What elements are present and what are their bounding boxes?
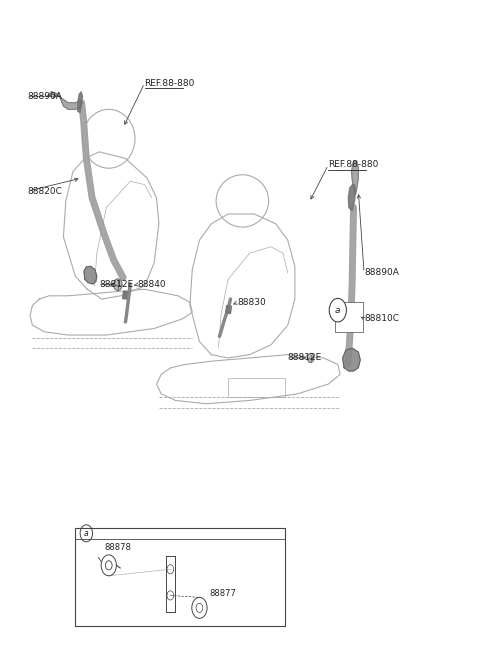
Circle shape	[307, 353, 314, 363]
Polygon shape	[226, 306, 231, 313]
Polygon shape	[352, 160, 359, 194]
Text: 88890A: 88890A	[364, 269, 399, 277]
Text: 88812E: 88812E	[288, 353, 322, 363]
Polygon shape	[343, 348, 360, 371]
Text: REF.88-880: REF.88-880	[144, 79, 195, 87]
Polygon shape	[348, 185, 356, 211]
Text: 88890A: 88890A	[28, 92, 62, 101]
Text: 88810C: 88810C	[364, 314, 399, 323]
Polygon shape	[84, 266, 97, 284]
Polygon shape	[122, 291, 127, 299]
Circle shape	[114, 279, 122, 290]
Text: 88812E: 88812E	[99, 280, 133, 289]
Polygon shape	[47, 92, 83, 109]
FancyBboxPatch shape	[75, 528, 285, 626]
Text: a: a	[84, 529, 89, 538]
FancyBboxPatch shape	[336, 302, 363, 332]
Text: 88840: 88840	[137, 280, 166, 289]
Text: 88877: 88877	[209, 589, 236, 598]
Text: 88830: 88830	[238, 298, 266, 307]
Polygon shape	[78, 92, 83, 112]
Circle shape	[329, 298, 347, 322]
Text: 88878: 88878	[104, 543, 131, 552]
Text: 88820C: 88820C	[28, 187, 62, 196]
Text: a: a	[335, 306, 341, 315]
Text: REF.88-880: REF.88-880	[328, 160, 379, 170]
